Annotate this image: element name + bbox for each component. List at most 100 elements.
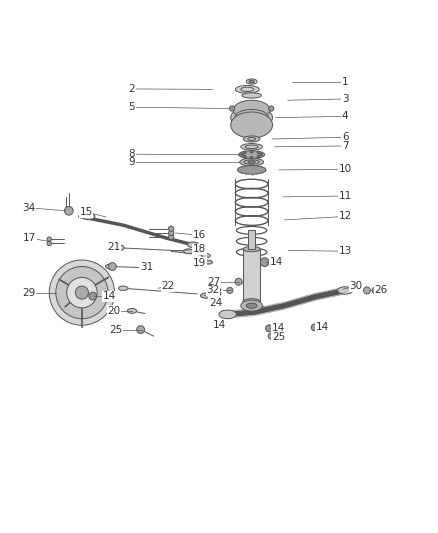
Text: 5: 5 <box>129 102 135 112</box>
Circle shape <box>47 241 51 246</box>
Circle shape <box>89 292 97 300</box>
Text: 3: 3 <box>342 94 349 104</box>
Text: 2: 2 <box>129 84 135 94</box>
Text: 31: 31 <box>140 262 153 271</box>
Ellipse shape <box>243 298 260 304</box>
Ellipse shape <box>205 260 212 264</box>
Text: 9: 9 <box>129 157 135 167</box>
Ellipse shape <box>187 242 198 247</box>
Circle shape <box>268 106 274 111</box>
Text: 14: 14 <box>272 324 285 333</box>
Ellipse shape <box>249 80 254 83</box>
Ellipse shape <box>246 79 257 84</box>
Circle shape <box>64 206 73 215</box>
Text: 16: 16 <box>193 230 206 240</box>
Ellipse shape <box>237 166 266 174</box>
Circle shape <box>109 263 116 270</box>
Text: 21: 21 <box>107 242 120 252</box>
Text: 8: 8 <box>129 149 135 159</box>
Ellipse shape <box>118 286 128 290</box>
Circle shape <box>364 287 371 294</box>
Circle shape <box>244 151 246 154</box>
Ellipse shape <box>184 249 193 254</box>
Ellipse shape <box>231 112 272 138</box>
Circle shape <box>56 266 108 319</box>
Ellipse shape <box>219 310 237 319</box>
Text: 20: 20 <box>107 306 120 316</box>
Circle shape <box>251 156 253 159</box>
Circle shape <box>47 237 51 241</box>
Text: 11: 11 <box>339 191 352 201</box>
Text: 24: 24 <box>209 298 222 309</box>
Circle shape <box>169 235 174 239</box>
Circle shape <box>169 230 174 236</box>
Circle shape <box>268 333 274 339</box>
Ellipse shape <box>241 300 262 311</box>
Text: 15: 15 <box>80 207 93 217</box>
Ellipse shape <box>113 245 124 251</box>
Ellipse shape <box>127 309 137 313</box>
Circle shape <box>372 287 379 294</box>
Text: 27: 27 <box>207 277 220 287</box>
Text: 25: 25 <box>109 325 122 335</box>
Text: 13: 13 <box>339 246 352 256</box>
Circle shape <box>230 106 235 111</box>
Text: 1: 1 <box>342 77 349 87</box>
Ellipse shape <box>211 302 219 305</box>
Text: 14: 14 <box>316 322 329 333</box>
Circle shape <box>67 277 97 308</box>
Text: 10: 10 <box>339 165 352 174</box>
Circle shape <box>260 154 262 156</box>
Text: 14: 14 <box>102 291 116 301</box>
Circle shape <box>251 150 253 153</box>
Text: 6: 6 <box>342 132 349 142</box>
Text: 7: 7 <box>342 141 349 151</box>
Ellipse shape <box>201 254 210 258</box>
Ellipse shape <box>248 161 255 163</box>
Ellipse shape <box>244 136 260 142</box>
Ellipse shape <box>239 151 265 158</box>
Circle shape <box>75 286 88 299</box>
Circle shape <box>257 151 260 154</box>
Text: 34: 34 <box>22 203 35 213</box>
Ellipse shape <box>201 293 212 298</box>
Text: 29: 29 <box>22 288 35 297</box>
Ellipse shape <box>243 246 260 252</box>
Bar <box>243 249 260 301</box>
Circle shape <box>169 226 174 231</box>
Circle shape <box>311 324 318 331</box>
Text: 14: 14 <box>270 257 283 267</box>
Text: 25: 25 <box>272 332 285 342</box>
Ellipse shape <box>231 107 272 129</box>
Text: 30: 30 <box>350 281 363 291</box>
Circle shape <box>244 156 246 158</box>
Circle shape <box>227 287 233 294</box>
Text: 26: 26 <box>374 286 388 295</box>
Ellipse shape <box>235 109 268 125</box>
Text: 23: 23 <box>209 288 222 297</box>
Ellipse shape <box>233 100 270 119</box>
Ellipse shape <box>209 295 218 299</box>
Circle shape <box>235 278 242 285</box>
Ellipse shape <box>240 158 264 166</box>
Text: 17: 17 <box>23 233 36 243</box>
Circle shape <box>137 326 145 334</box>
Ellipse shape <box>242 93 261 98</box>
Circle shape <box>260 258 269 266</box>
Circle shape <box>49 260 115 325</box>
Ellipse shape <box>106 264 115 269</box>
Text: 19: 19 <box>193 258 206 268</box>
Circle shape <box>241 154 244 156</box>
Ellipse shape <box>235 85 259 93</box>
Text: 22: 22 <box>162 281 175 291</box>
Bar <box>248 230 255 249</box>
Circle shape <box>257 156 260 158</box>
Ellipse shape <box>241 143 262 150</box>
Circle shape <box>265 325 272 332</box>
Text: 14: 14 <box>212 320 226 330</box>
Text: 12: 12 <box>339 212 352 221</box>
Ellipse shape <box>82 213 95 220</box>
Ellipse shape <box>338 287 353 294</box>
Text: 32: 32 <box>206 286 219 295</box>
Text: 4: 4 <box>342 111 349 122</box>
